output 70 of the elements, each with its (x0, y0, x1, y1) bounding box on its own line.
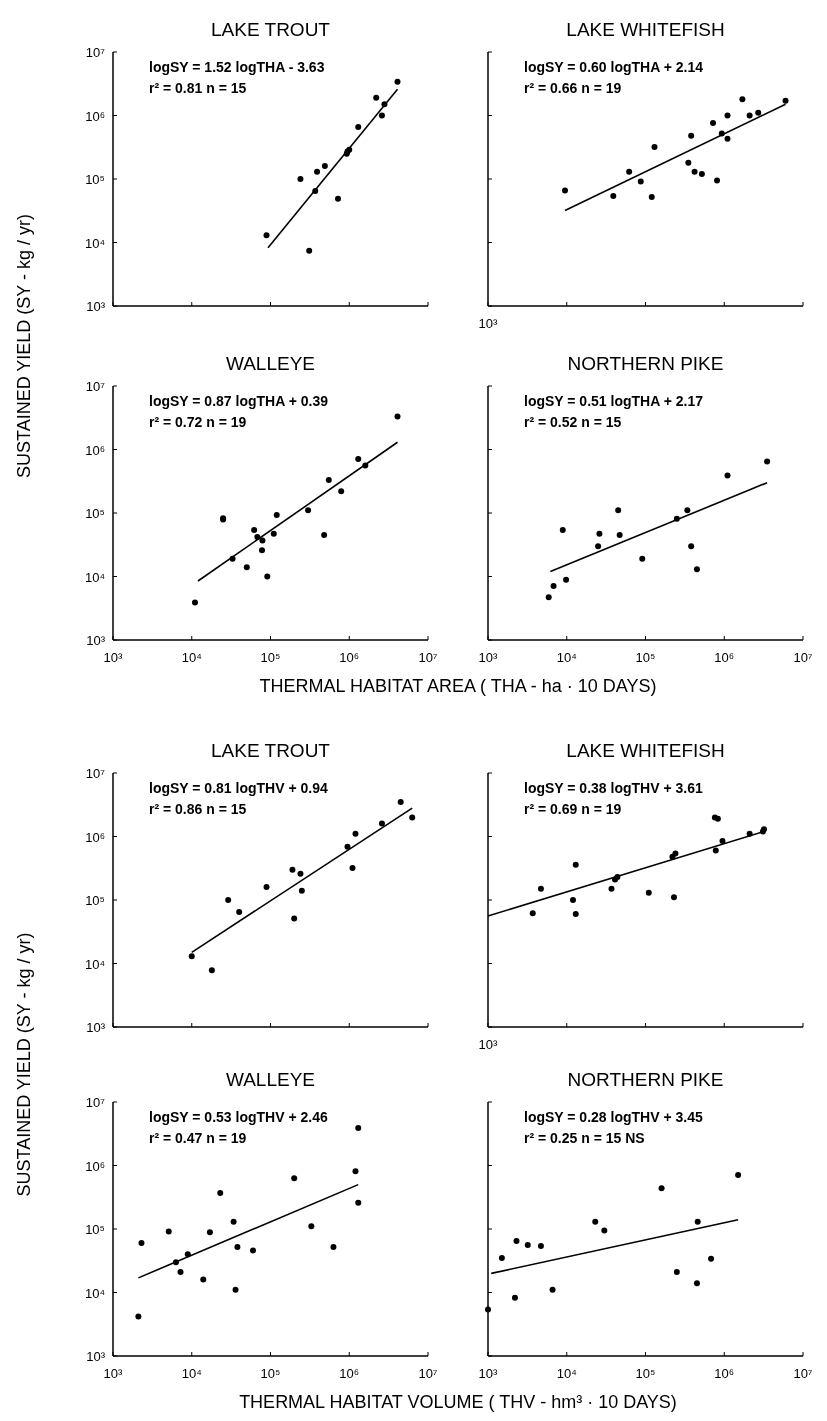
y-axis-title: SUSTAINED YIELD (SY - kg / yr) (14, 213, 34, 479)
x-tick-label: 10³ (478, 1366, 499, 1381)
y-tick-label: 10⁴ (84, 569, 105, 585)
y-tick-label: 10⁶ (85, 442, 105, 458)
annotation: logSY = 0.28 logTHV + 3.45 (524, 1109, 703, 1125)
annotation: r² = 0.25 n = 15 NS (524, 1130, 645, 1146)
y-tick-label: 10⁷ (85, 379, 106, 394)
y-tick-label: 10⁶ (85, 108, 105, 124)
x-tick-label: 10⁶ (714, 1366, 735, 1381)
chart-title: WALLEYE (225, 1069, 316, 1090)
x-axis-title: THERMAL HABITAT VOLUME ( THV - hm³ · 10 DAYS) (239, 1392, 677, 1412)
x-tick-label: 10⁷ (418, 1366, 438, 1381)
x-tick-label: 10⁷ (418, 650, 438, 665)
x-tick-label: 10³ (478, 650, 499, 665)
y-tick-label: 10⁷ (85, 45, 106, 60)
annotation: r² = 0.69 n = 19 (524, 801, 622, 817)
annotation: logSY = 0.60 logTHA + 2.14 (524, 59, 704, 75)
y-tick-label: 10⁴ (84, 1285, 105, 1301)
annotation: logSY = 0.38 logTHV + 3.61 (524, 780, 703, 796)
y-tick-label: 10⁶ (85, 1158, 105, 1174)
x-tick-label: 10⁷ (793, 650, 813, 665)
annotation: logSY = 0.87 logTHA + 0.39 (149, 393, 329, 409)
y-tick-label: 10³ (86, 1349, 106, 1364)
x-axis-title: THERMAL HABITAT AREA ( THA - ha · 10 DAYS) (259, 676, 657, 696)
y-tick-label: 10⁵ (85, 1222, 105, 1237)
annotation: logSY = 0.53 logTHV + 2.46 (149, 1109, 328, 1125)
chart-title: LAKE TROUT (211, 740, 331, 761)
x-tick-label: 10⁴ (556, 1366, 577, 1381)
x-tick-label: 10⁴ (181, 1366, 202, 1381)
text: 10³ (478, 1037, 499, 1052)
y-tick-label: 10⁴ (84, 956, 105, 972)
chart-title: NORTHERN PIKE (567, 353, 724, 374)
x-tick-label: 10³ (103, 650, 124, 665)
chart-title: WALLEYE (225, 353, 316, 374)
annotation: r² = 0.72 n = 19 (149, 414, 247, 430)
y-tick-label: 10⁴ (84, 235, 105, 251)
text: 10³ (478, 316, 499, 331)
annotation: r² = 0.66 n = 19 (524, 80, 622, 96)
x-tick-label: 10³ (103, 1366, 124, 1381)
annotation: r² = 0.86 n = 15 (149, 801, 247, 817)
chart-title: NORTHERN PIKE (567, 1069, 724, 1090)
x-tick-label: 10⁵ (635, 1366, 656, 1381)
annotation: r² = 0.52 n = 15 (524, 414, 622, 430)
annotation: r² = 0.81 n = 15 (149, 80, 247, 96)
chart-title: LAKE WHITEFISH (566, 740, 725, 761)
chart-title: LAKE TROUT (211, 19, 331, 40)
y-tick-label: 10⁵ (85, 506, 105, 521)
chart-title: LAKE WHITEFISH (566, 19, 725, 40)
y-tick-label: 10³ (86, 1020, 106, 1035)
x-tick-label: 10⁵ (635, 650, 656, 665)
y-tick-label: 10⁷ (85, 766, 106, 781)
x-tick-label: 10⁴ (556, 650, 577, 665)
y-tick-label: 10⁷ (85, 1095, 106, 1110)
annotation: logSY = 1.52 logTHA - 3.63 (149, 59, 325, 75)
x-tick-label: 10⁷ (793, 1366, 813, 1381)
annotation: logSY = 0.51 logTHA + 2.17 (524, 393, 704, 409)
y-tick-label: 10⁵ (85, 893, 105, 908)
y-axis-title: SUSTAINED YIELD (SY - kg / yr) (14, 932, 34, 1197)
annotation: logSY = 0.81 logTHV + 0.94 (149, 780, 328, 796)
x-tick-label: 10⁵ (260, 650, 281, 665)
x-tick-label: 10⁵ (260, 1366, 281, 1381)
annotation: r² = 0.47 n = 19 (149, 1130, 247, 1146)
x-tick-label: 10⁶ (714, 650, 735, 665)
y-tick-label: 10³ (86, 633, 106, 648)
y-tick-label: 10⁶ (85, 829, 105, 845)
x-tick-label: 10⁶ (339, 1366, 360, 1381)
x-tick-label: 10⁴ (181, 650, 202, 665)
y-tick-label: 10⁵ (85, 172, 105, 187)
y-tick-label: 10³ (86, 299, 106, 314)
x-tick-label: 10⁶ (339, 650, 360, 665)
